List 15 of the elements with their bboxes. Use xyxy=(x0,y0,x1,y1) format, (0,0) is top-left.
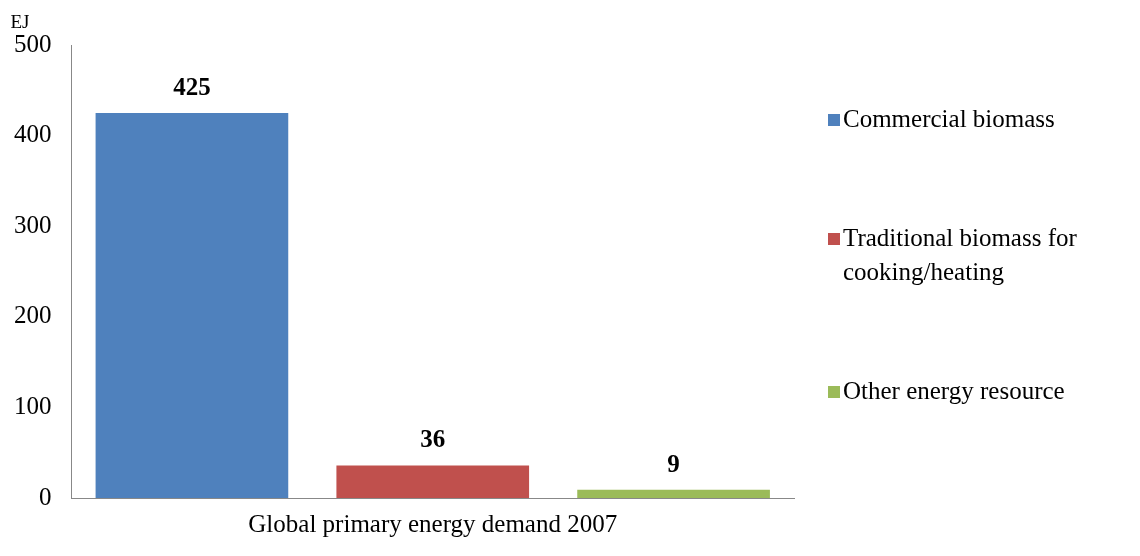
y-tick-label: 300 xyxy=(14,210,52,238)
data-label: 9 xyxy=(667,449,680,477)
legend-label: Other energy resource xyxy=(843,375,1065,406)
data-label: 36 xyxy=(420,425,446,453)
bar xyxy=(95,112,289,498)
bar xyxy=(336,465,530,498)
data-label: 425 xyxy=(173,72,211,100)
y-tick-label: 400 xyxy=(14,120,52,148)
y-tick-label: 100 xyxy=(14,391,52,419)
legend-label: Commercial biomass xyxy=(843,104,1055,135)
y-tick-label: 0 xyxy=(39,482,52,510)
bar xyxy=(577,489,770,498)
legend-label: Traditional biomass for cooking/heating xyxy=(843,223,1078,287)
y-tick-label: 200 xyxy=(14,301,52,329)
x-tick-label: Global primary energy demand 2007 xyxy=(248,509,618,537)
